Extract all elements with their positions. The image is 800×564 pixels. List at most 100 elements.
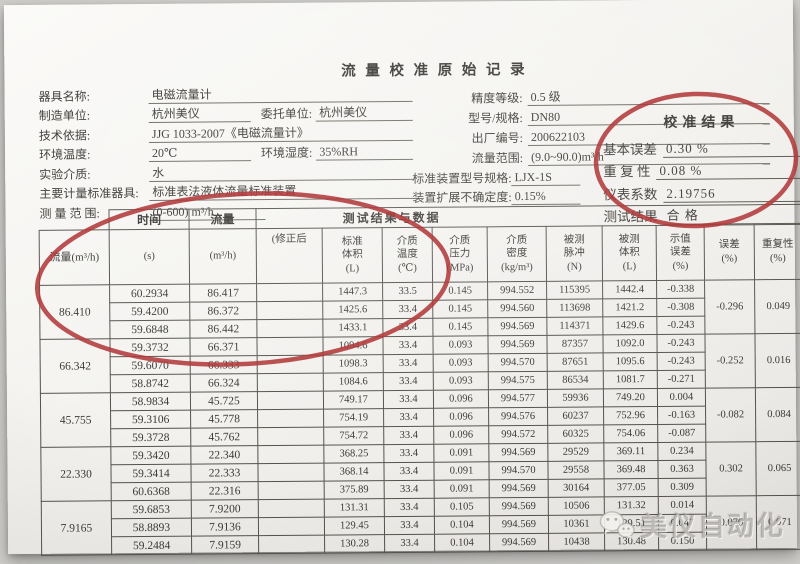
table-cell: 60325	[547, 424, 604, 444]
table-cell: 86.410	[39, 284, 110, 340]
table-cell: 369.11	[603, 442, 658, 461]
field-label: 仪表系数	[603, 186, 658, 202]
field-row: 精度等级: 0.5 级	[423, 84, 770, 107]
col-header-time: 时间	[108, 209, 190, 230]
field-label: 环境湿度:	[260, 145, 313, 161]
table-cell: 66.342	[39, 338, 111, 394]
table-cell: 994.570	[488, 461, 549, 480]
table-cell: 0.091	[433, 443, 489, 463]
col-header: (m³/h)	[189, 228, 257, 285]
table-cell: 752.96	[603, 406, 658, 425]
calibration-row: 重 复 性 0.08 %	[603, 156, 800, 180]
table-cell: 749.17	[323, 390, 384, 410]
table-cell: 86.442	[189, 319, 257, 339]
table-cell: -0.252	[704, 333, 756, 389]
table-cell: 375.89	[324, 480, 385, 500]
table-cell: 33.4	[383, 426, 434, 445]
table-cell	[257, 427, 324, 446]
table-cell: 45.762	[190, 427, 258, 447]
table-subheader-row: 流量(m³/h) (s) (m³/h) (修正后 标准 体积 (L) 介质 温度…	[39, 224, 800, 286]
table-cell: 0.065	[755, 441, 800, 496]
table-cell: 33.4	[383, 390, 434, 409]
field-label: 技术依据:	[38, 127, 91, 143]
table-cell: 0.096	[433, 407, 489, 427]
table-cell: 22.330	[40, 446, 112, 502]
table-cell: -0.243	[657, 352, 706, 371]
table-cell: 22.316	[191, 481, 259, 501]
field-value: 20℃	[148, 145, 252, 162]
table-cell: 66.371	[189, 337, 258, 357]
field-label: 基本误差	[602, 141, 658, 157]
table-cell: -0.163	[657, 406, 706, 425]
table-cell: 754.06	[603, 424, 658, 443]
field-value: LJX-1S	[511, 169, 581, 187]
field-value: 电磁流量计	[148, 83, 413, 104]
table-cell: 994.552	[487, 281, 547, 300]
table-cell: 33.4	[384, 516, 435, 535]
table-cell: 66.324	[190, 373, 258, 393]
table-cell	[257, 445, 324, 464]
table-cell: 86.372	[189, 301, 257, 321]
table-cell: 33.4	[382, 318, 433, 337]
table-cell: 0.093	[433, 353, 489, 373]
table-cell: 33.4	[384, 498, 435, 517]
wechat-icon	[599, 510, 635, 539]
table-cell: 994.560	[487, 299, 547, 318]
table-cell: 1429.6	[602, 316, 657, 335]
table-cell	[258, 481, 325, 500]
field-row: 制造单位: 杭州美仪 委托单位: 杭州美仪	[39, 101, 413, 123]
field-label: 流量范围:	[471, 151, 524, 166]
table-cell: 66.333	[190, 355, 258, 375]
table-cell	[257, 391, 324, 410]
field-row: 器具名称: 电磁流量计	[38, 82, 413, 104]
table-cell: 0.309	[658, 478, 707, 497]
field-value: 标准表法液体流量标准装置	[149, 180, 414, 201]
table-cell: 33.4	[383, 462, 435, 481]
table-cell: 33.4	[383, 354, 434, 373]
field-row: 环境温度: 20℃ 环境湿度: 35%RH	[38, 140, 414, 162]
col-header: 被测 脉冲 (N)	[546, 225, 603, 282]
table-cell	[257, 355, 324, 374]
table-cell: 113698	[546, 298, 603, 318]
table-cell	[257, 463, 325, 482]
table-cell: 994.569	[487, 317, 547, 336]
table-cell: 129.45	[324, 516, 385, 536]
field-value: 水	[149, 161, 414, 182]
table-cell: 368.14	[323, 462, 385, 482]
table-cell: 59.3732	[109, 338, 191, 357]
table-cell: -0.271	[657, 370, 706, 389]
table-cell	[258, 517, 325, 536]
table-cell: 0.091	[433, 461, 490, 481]
table-cell: 59.6853	[111, 500, 192, 519]
table-cell: 33.4	[384, 480, 435, 499]
field-label: 实验介质:	[39, 166, 91, 182]
table-cell: 0.363	[657, 460, 707, 479]
table-cell	[256, 301, 323, 320]
col-header: (修正后	[256, 228, 323, 284]
col-header: 介质 压力 (MPa)	[432, 226, 488, 283]
table-cell: 60.2934	[109, 284, 190, 303]
results-table: 时间 流量 测试结果与数据 流量(m³/h) (s) (m³/h) (修正后 标…	[38, 204, 800, 556]
field-value: 0.30 %	[662, 139, 800, 158]
field-value: 0.15%	[511, 188, 581, 206]
col-header: 误差 (%)	[704, 224, 755, 281]
table-cell: -0.082	[705, 387, 756, 443]
table-cell: 1433.1	[322, 318, 383, 338]
table-cell: 58.8893	[111, 518, 192, 537]
field-label: 环境温度:	[38, 147, 91, 162]
table-cell: 10438	[548, 532, 605, 552]
table-cell: 0.302	[705, 441, 757, 497]
table-cell: 87651	[547, 352, 604, 372]
table-cell: 22.333	[190, 463, 259, 483]
field-value: 35%RH	[316, 143, 414, 161]
field-value: JJG 1033-2007《电磁流量计》	[148, 122, 413, 143]
field-row: 实验介质: 水	[39, 160, 414, 182]
field-row: 主要计量标准器具: 标准表法液体流量标准装置	[39, 179, 414, 201]
table-cell: 994.569	[489, 533, 549, 552]
page-title: 流 量 校 准 原 始 记 录	[341, 61, 528, 80]
table-cell: 994.569	[488, 443, 548, 462]
field-label: 精度等级:	[471, 91, 523, 106]
table-cell	[258, 535, 325, 554]
table-cell: 0.016	[754, 333, 800, 388]
col-header-flow: 流量	[188, 208, 257, 230]
